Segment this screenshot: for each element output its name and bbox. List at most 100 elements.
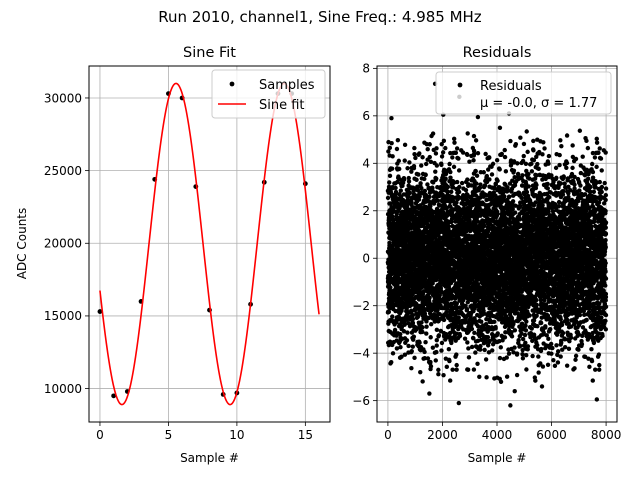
residuals-ytick-label: 4	[362, 157, 370, 171]
sine-fit-xtick-label: 5	[165, 428, 173, 442]
residual-point	[420, 330, 424, 334]
residual-point	[447, 347, 451, 351]
residual-point	[443, 177, 447, 181]
residual-point	[417, 341, 421, 345]
residual-point	[427, 195, 431, 199]
residual-point	[486, 335, 490, 339]
residual-point	[461, 150, 465, 154]
residual-point	[388, 146, 392, 150]
residual-point	[449, 341, 453, 345]
residual-point	[454, 352, 458, 356]
residual-point	[434, 358, 438, 362]
residual-point	[405, 166, 409, 170]
residual-point	[496, 331, 500, 335]
sine-fit-ylabel: ADC Counts	[15, 208, 29, 280]
sine-fit-xtick-label: 10	[229, 428, 244, 442]
residual-point	[405, 338, 409, 342]
residual-point	[450, 155, 454, 159]
residual-point	[443, 146, 447, 150]
residual-point	[439, 163, 443, 167]
residuals-ytick-label: −6	[352, 394, 370, 408]
residual-point	[472, 134, 476, 138]
residuals-xtick-label: 4000	[482, 428, 513, 442]
residual-point	[407, 179, 411, 183]
residual-point	[483, 152, 487, 156]
residual-point	[499, 380, 503, 384]
residual-point	[422, 350, 426, 354]
residual-point	[472, 331, 476, 335]
residual-point	[473, 350, 477, 354]
sine-fit-legend-label: Sine fit	[259, 98, 305, 113]
residual-point	[454, 363, 458, 367]
residual-point	[465, 340, 469, 344]
residual-point	[429, 335, 433, 339]
residual-point	[445, 365, 449, 369]
residual-point	[514, 142, 518, 146]
sine-fit-title: Sine Fit	[183, 45, 236, 61]
residual-point	[393, 328, 397, 332]
residual-point	[435, 343, 439, 347]
residuals-ytick-label: −4	[352, 346, 370, 360]
residual-point	[479, 319, 483, 323]
residual-point	[423, 173, 427, 177]
residual-point	[433, 169, 437, 173]
residual-point	[507, 195, 511, 199]
residual-point	[434, 350, 438, 354]
residual-point	[512, 168, 516, 172]
residual-point	[437, 333, 441, 337]
residuals-xlabel: Sample #	[468, 451, 527, 465]
residual-point	[444, 310, 448, 314]
residual-point	[457, 315, 461, 319]
residual-point	[399, 188, 403, 192]
residual-point	[419, 320, 423, 324]
residual-point	[499, 345, 503, 349]
residual-point	[388, 285, 392, 289]
residual-point	[466, 346, 470, 350]
residual-point	[422, 177, 426, 181]
samples-legend-marker	[230, 82, 235, 87]
residual-point	[513, 328, 517, 332]
residuals-xtick-label: 6000	[536, 428, 567, 442]
residual-point	[416, 172, 420, 176]
residuals-ytick-label: 8	[362, 62, 370, 76]
residuals-ytick-label: 6	[362, 109, 370, 123]
residual-point	[490, 172, 494, 176]
residual-point	[457, 168, 461, 172]
residual-point	[482, 223, 486, 227]
residual-point	[423, 340, 427, 344]
residual-point	[427, 295, 431, 299]
residual-point	[420, 325, 424, 329]
residual-point	[457, 185, 461, 189]
residual-point	[408, 191, 412, 195]
residual-point	[452, 165, 456, 169]
residual-point	[436, 198, 440, 202]
residual-point	[393, 186, 397, 190]
residual-point	[477, 375, 481, 379]
residual-point	[406, 344, 410, 348]
residual-point	[398, 345, 402, 349]
residual-point	[412, 334, 416, 338]
residual-point	[504, 169, 508, 173]
residual-point	[475, 174, 479, 178]
residual-point	[478, 344, 482, 348]
residual-point	[505, 355, 509, 359]
sine-fit-ytick-label: 15000	[44, 309, 82, 323]
residual-point	[516, 338, 520, 342]
residual-point	[464, 188, 468, 192]
residual-point	[439, 348, 443, 352]
residual-point	[396, 138, 400, 142]
residual-point	[470, 327, 474, 331]
residual-point	[447, 162, 451, 166]
residual-point	[440, 341, 444, 345]
residual-point	[388, 174, 392, 178]
residual-point	[457, 190, 461, 194]
sine-fit-ytick-label: 25000	[44, 164, 82, 178]
sine-fit-legend: Samples Sine fit	[212, 70, 325, 118]
residual-point	[471, 158, 475, 162]
residual-point	[418, 370, 422, 374]
residual-point	[452, 137, 456, 141]
residual-point	[503, 148, 507, 152]
residual-point	[450, 367, 454, 371]
residual-point	[440, 154, 444, 158]
